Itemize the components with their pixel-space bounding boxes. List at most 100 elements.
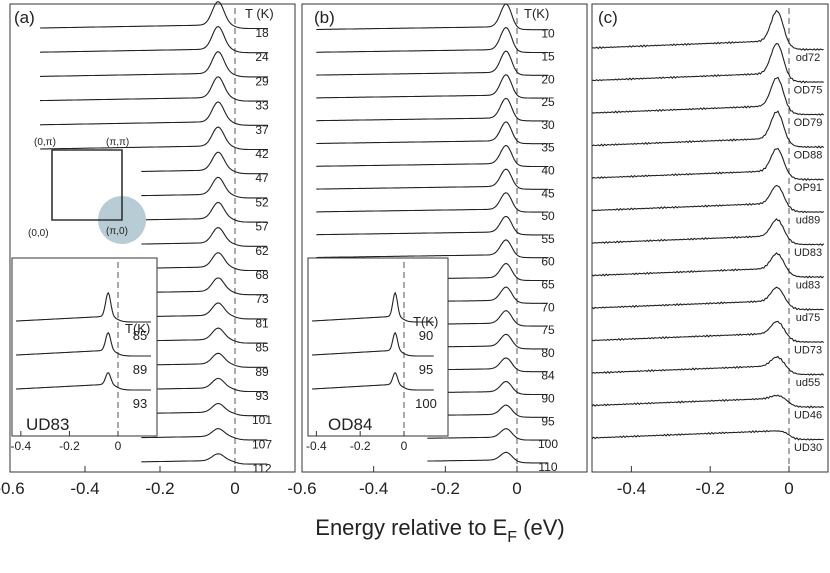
c-series-label: ud55 bbox=[796, 377, 820, 389]
c-spectrum-curve bbox=[591, 218, 825, 247]
b-series-label: 15 bbox=[541, 50, 555, 64]
c-spectrum-curve bbox=[591, 184, 824, 214]
b-series-label: 55 bbox=[541, 232, 555, 246]
a-series-label: 107 bbox=[252, 437, 272, 451]
panel-c: (c) od72 OD75 OD79 OD88 OP91 ud89 UD83 ud83 ud75… bbox=[591, 3, 829, 498]
c-spectrum-curve bbox=[591, 394, 824, 409]
c-series-label: ud75 bbox=[796, 312, 820, 324]
b-series-label: 70 bbox=[541, 300, 555, 314]
panel-b-frame bbox=[301, 3, 588, 473]
b-spectrum-curve bbox=[316, 97, 549, 122]
c-series-label: OD75 bbox=[794, 84, 823, 96]
panel-b-temperature-header: T(K) bbox=[524, 6, 549, 21]
b-spectrum-curve bbox=[316, 168, 549, 190]
a-x-tick-label: -0.2 bbox=[145, 479, 174, 498]
c-series-label: OP91 bbox=[794, 182, 822, 194]
panel-b-label: (b) bbox=[314, 8, 335, 27]
a-spectrum-curve bbox=[141, 227, 268, 247]
c-series-label: ud89 bbox=[796, 214, 820, 226]
b-x-tick-label: 0 bbox=[512, 479, 521, 498]
b-spectrum-curve bbox=[316, 145, 549, 168]
panel-c-sample-labels: od72 OD75 OD79 OD88 OP91 ud89 UD83 ud83 ud75 UD73… bbox=[794, 52, 823, 454]
a-inset-spectrum-curve bbox=[15, 291, 151, 323]
a-spectrum-curve bbox=[40, 1, 268, 30]
a-spectrum-curve bbox=[40, 76, 268, 102]
panel-b-inset-frame bbox=[307, 257, 449, 437]
bz-label-0-0: (0,0) bbox=[28, 228, 49, 239]
a-series-label: 89 bbox=[255, 365, 269, 379]
c-spectrum-curve bbox=[591, 76, 825, 116]
b-series-label: 95 bbox=[541, 414, 555, 428]
a-spectrum-curve bbox=[40, 26, 268, 54]
panel-c-label: (c) bbox=[598, 8, 618, 27]
panel-b-x-ticks: -0.6 -0.4 -0.2 0 bbox=[287, 466, 522, 498]
panel-c-x-ticks: -0.4 -0.2 0 bbox=[617, 466, 794, 498]
b-inset-series-label: 90 bbox=[419, 328, 433, 343]
c-series-label: OD79 bbox=[794, 117, 823, 129]
c-spectrum-curve bbox=[591, 9, 824, 51]
a-spectrum-curve bbox=[141, 352, 268, 368]
a-inset-series-label: 89 bbox=[133, 362, 147, 377]
a-spectrum-curve bbox=[141, 277, 268, 296]
b-series-label: 25 bbox=[541, 95, 555, 109]
panel-b: (b) T(K) 10 15 20 25 30 35 40 45 50 55 60 65 70 75 80 8… bbox=[287, 3, 588, 498]
b-x-tick-label: -0.2 bbox=[431, 479, 460, 498]
b-spectrum-curve bbox=[316, 3, 549, 31]
a-inset-x-tick-label: 0 bbox=[115, 439, 122, 453]
c-series-label: UD46 bbox=[794, 409, 822, 421]
a-series-label: 47 bbox=[255, 171, 269, 185]
b-spectrum-curve bbox=[427, 451, 548, 464]
c-spectrum-curve bbox=[591, 43, 824, 84]
panel-a-inset-temperature-labels: 85 89 93 bbox=[133, 328, 147, 411]
a-series-label: 52 bbox=[255, 195, 269, 209]
c-spectrum-curve bbox=[591, 355, 825, 376]
a-spectrum-curve bbox=[141, 151, 268, 175]
panel-a-inset-frame bbox=[11, 257, 158, 437]
a-series-label: 68 bbox=[255, 268, 269, 282]
b-spectrum-curve bbox=[316, 74, 549, 99]
c-series-label: UD30 bbox=[794, 442, 822, 454]
a-series-label: 85 bbox=[255, 341, 269, 355]
brillouin-zone-outline bbox=[51, 149, 123, 221]
b-inset-x-tick-label: -0.2 bbox=[350, 439, 371, 453]
b-series-label: 60 bbox=[541, 255, 555, 269]
a-series-label: 112 bbox=[252, 462, 271, 476]
a-series-label: 18 bbox=[255, 26, 269, 40]
a-x-tick-label: 0 bbox=[230, 479, 239, 498]
panel-b-inset-spectra bbox=[311, 291, 434, 391]
a-series-label: 62 bbox=[255, 244, 269, 258]
panel-a-inset-x-ticks: -0.4 -0.2 0 bbox=[11, 431, 122, 453]
panel-a: (a) T (K) 18 24 29 33 37 42 47 52 57 62 68 73 81 85 89… bbox=[0, 1, 296, 498]
a-x-tick-label: -0.4 bbox=[70, 479, 99, 498]
x-axis-label-main: Energy relative to E bbox=[315, 515, 507, 540]
a-x-tick-label: -0.6 bbox=[0, 479, 25, 498]
bz-label-pi-0: (π,0) bbox=[106, 226, 128, 237]
b-spectrum-curve bbox=[316, 121, 549, 145]
a-spectrum-curve bbox=[141, 176, 268, 199]
b-spectrum-curve bbox=[316, 50, 549, 76]
panel-a-inset-temperature-header: T(K) bbox=[125, 321, 150, 336]
b-series-label: 35 bbox=[541, 141, 555, 155]
c-series-label: UD83 bbox=[794, 247, 822, 259]
a-series-label: 73 bbox=[255, 292, 269, 306]
a-inset-series-label: 93 bbox=[133, 396, 147, 411]
a-series-label: 29 bbox=[255, 74, 269, 88]
panel-b-inset: 90 95 100 -0.4 -0.2 0 T(K) OD84 bbox=[306, 257, 449, 453]
a-spectrum-curve bbox=[141, 453, 268, 465]
c-spectrum-curve bbox=[591, 147, 824, 182]
b-series-label: 100 bbox=[538, 437, 558, 451]
b-series-label: 110 bbox=[538, 460, 557, 474]
c-spectrum-curve bbox=[591, 286, 824, 312]
x-axis-label-unit: (eV) bbox=[517, 515, 565, 540]
c-x-tick-label: 0 bbox=[784, 479, 793, 498]
a-spectrum-curve bbox=[40, 51, 268, 78]
b-series-label: 50 bbox=[541, 209, 555, 223]
c-spectrum-curve bbox=[591, 429, 824, 441]
b-series-label: 40 bbox=[541, 164, 555, 178]
b-x-tick-label: -0.6 bbox=[287, 479, 316, 498]
panel-a-inset-sample-label: UD83 bbox=[26, 415, 69, 434]
a-spectrum-curve bbox=[40, 126, 268, 151]
x-axis-label-subscript: F bbox=[507, 529, 517, 546]
brillouin-zone-sketch: (0,π) (π,π) (0,0) (π,0) bbox=[28, 137, 146, 244]
